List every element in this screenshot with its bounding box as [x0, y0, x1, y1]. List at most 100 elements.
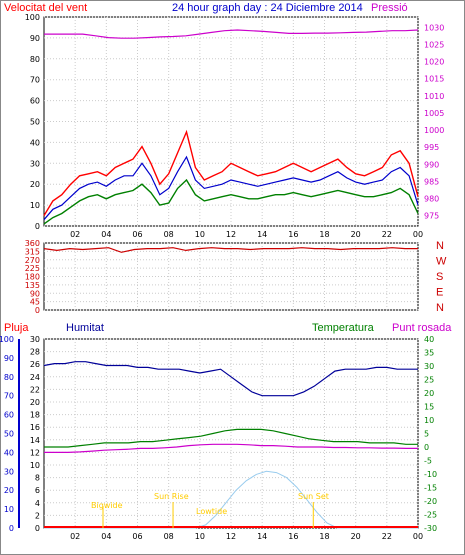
rain-tick-label: 24: [30, 373, 40, 382]
temperature-tick-label: 0: [424, 443, 429, 452]
direction-series-line: [43, 247, 418, 253]
rain-tick-label: 4: [35, 499, 40, 508]
pressure-tick-label: 980: [424, 195, 439, 204]
direction-tick-label: 315: [25, 247, 40, 256]
x-tick-label: 06: [132, 230, 142, 239]
dewpoint-series-line: [44, 443, 418, 453]
rain-tick-label: 16: [30, 423, 40, 432]
temperature-axis-label: Temperatura: [312, 322, 375, 334]
x-tick-label: 14: [257, 532, 267, 541]
wind-tick-label: 40: [30, 138, 40, 147]
humidity-series-line: [43, 361, 418, 397]
direction-letter: N: [436, 302, 444, 314]
temperature-tick-label: 40: [424, 335, 434, 344]
x-tick-label: 08: [164, 532, 174, 541]
pressure-tick-label: 990: [424, 160, 439, 169]
pressure-tick-label: 1030: [424, 23, 444, 32]
x-tick-label: 18: [319, 230, 329, 239]
temperature-tick-label: 30: [424, 362, 434, 371]
rain-tick-label: 10: [30, 461, 40, 470]
direction-tick-label: 225: [25, 264, 40, 273]
pressure-tick-label: 1015: [424, 75, 444, 84]
x-tick-label: 04: [101, 230, 111, 239]
x-tick-label: 06: [132, 532, 142, 541]
x-tick-label: 10: [195, 532, 205, 541]
humidity-tick-label: 70: [4, 392, 14, 401]
rain-tick-label: 26: [30, 360, 40, 369]
rain-tick-label: 2: [35, 511, 40, 520]
wind-tick-label: 100: [25, 13, 40, 22]
x-tick-label: 02: [70, 230, 80, 239]
temperature-tick-label: -5: [424, 457, 432, 466]
direction-letter: S: [436, 271, 443, 283]
humidity-tick-label: 0: [9, 524, 14, 533]
humidity-axis-label: Humitat: [66, 322, 104, 334]
x-tick-label: 16: [288, 230, 298, 239]
temperature-tick-label: -20: [424, 497, 437, 506]
x-tick-label: 18: [319, 532, 329, 541]
temperature-series-line: [44, 428, 418, 448]
temperature-tick-label: 35: [424, 349, 434, 358]
x-tick-label: 10: [195, 230, 205, 239]
humidity-tick-label: 90: [4, 354, 14, 363]
wind-tick-label: 20: [30, 180, 40, 189]
wind-tick-label: 70: [30, 76, 40, 85]
dewpoint-axis-label: Punt rosada: [392, 322, 452, 334]
rain-tick-label: 22: [30, 385, 40, 394]
temperature-tick-label: -25: [424, 511, 437, 520]
direction-tick-label: 0: [35, 306, 40, 315]
wind-tick-label: 0: [35, 222, 40, 231]
sunset-label: Sun Set: [298, 492, 329, 501]
x-tick-label: 04: [101, 532, 111, 541]
x-tick-label: 00: [413, 532, 423, 541]
pressure-axis-label: Pressió: [371, 2, 408, 14]
pressure-series-line: [44, 29, 419, 39]
humidity-tick-label: 50: [4, 430, 14, 439]
direction-tick-label: 270: [25, 256, 40, 265]
rain-tick-label: 28: [30, 348, 40, 357]
temperature-tick-label: -10: [424, 470, 437, 479]
direction-tick-label: 90: [30, 289, 40, 298]
humidity-tick-label: 40: [4, 448, 14, 457]
direction-letter: E: [436, 287, 443, 299]
x-tick-label: 08: [164, 230, 174, 239]
x-tick-label: 16: [288, 532, 298, 541]
direction-tick-label: 360: [25, 239, 40, 248]
climate-panel: [43, 338, 419, 529]
temperature-tick-label: -15: [424, 484, 437, 493]
direction-tick-label: 45: [30, 298, 40, 307]
rain-tick-label: 18: [30, 411, 40, 420]
wind-tick-label: 80: [30, 55, 40, 64]
rain-tick-label: 6: [35, 486, 40, 495]
x-tick-label: 20: [351, 532, 361, 541]
temperature-tick-label: 15: [424, 403, 434, 412]
humidity-tick-label: 20: [4, 486, 14, 495]
humidity-tick-label: 100: [0, 335, 14, 344]
rain-tick-label: 14: [30, 436, 40, 445]
x-tick-label: 12: [226, 230, 236, 239]
wind-tick-label: 30: [30, 159, 40, 168]
wind-tick-label: 10: [30, 201, 40, 210]
pressure-tick-label: 975: [424, 212, 439, 221]
direction-tick-label: 180: [25, 273, 40, 282]
direction-letter: N: [436, 240, 444, 252]
wind-tick-label: 60: [30, 97, 40, 106]
pressure-tick-label: 985: [424, 177, 439, 186]
temperature-tick-label: 20: [424, 389, 434, 398]
temperature-tick-label: 10: [424, 416, 434, 425]
humidity-tick-label: 60: [4, 411, 14, 420]
bigwide-label: Bigwide: [91, 501, 123, 510]
x-tick-label: 00: [413, 230, 423, 239]
direction-tick-label: 135: [25, 281, 40, 290]
humidity-tick-label: 80: [4, 373, 14, 382]
sunrise-label: Sun Rise: [154, 492, 189, 501]
x-tick-label: 12: [226, 532, 236, 541]
wind-tick-label: 50: [30, 118, 40, 127]
rain-tick-label: 8: [35, 474, 40, 483]
wind-tick-label: 90: [30, 34, 40, 43]
x-tick-label: 20: [351, 230, 361, 239]
pressure-tick-label: 1020: [424, 58, 444, 67]
rain-tick-label: 12: [30, 448, 40, 457]
x-tick-label: 14: [257, 230, 267, 239]
